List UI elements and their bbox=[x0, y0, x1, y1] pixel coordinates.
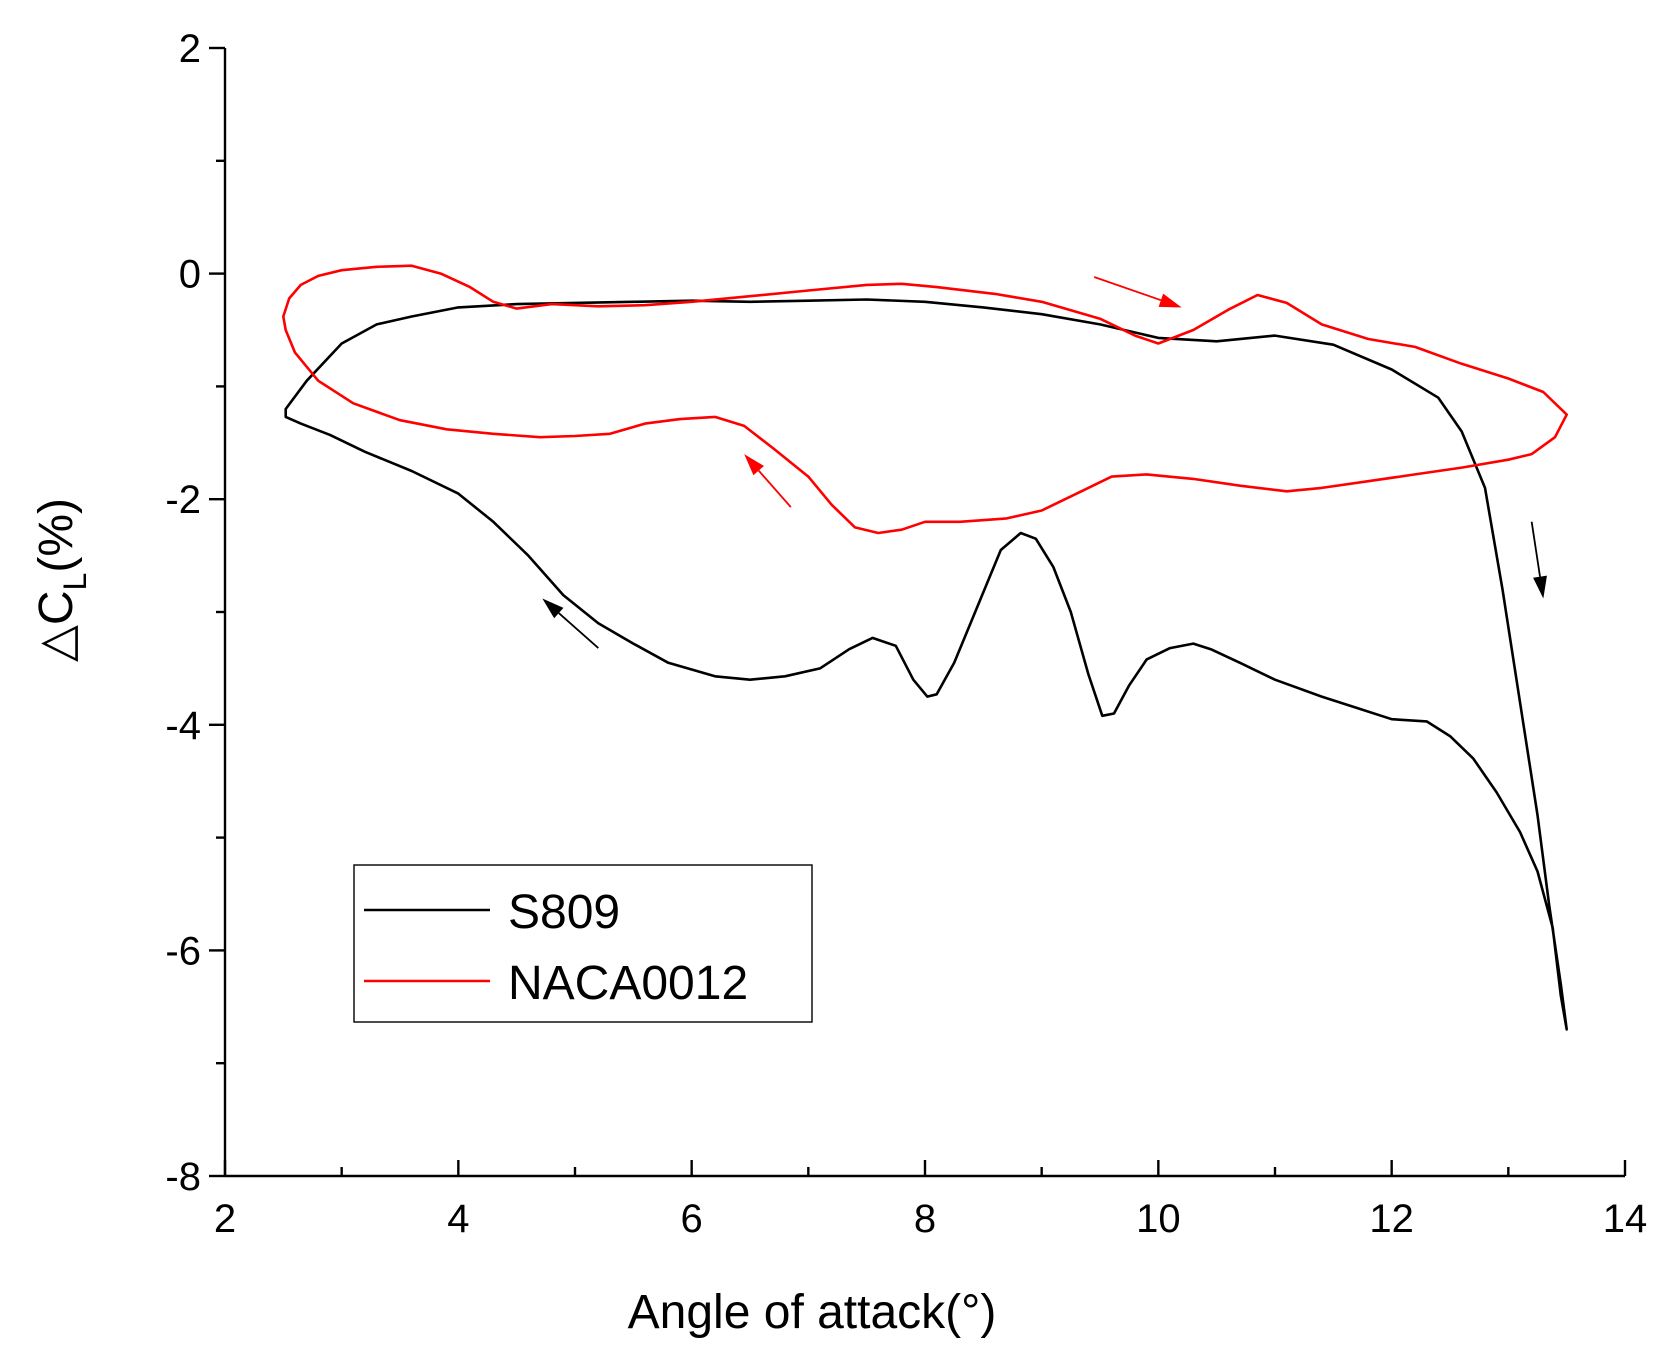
direction-arrow-2 bbox=[744, 454, 792, 508]
y-tick-label--2: -2 bbox=[165, 478, 201, 522]
y-tick-label-2: 2 bbox=[179, 27, 201, 71]
arrow-layer bbox=[542, 276, 1547, 649]
ticks bbox=[209, 46, 1627, 1178]
x-tick-label-8: 8 bbox=[914, 1197, 936, 1241]
y-axis-title-symbol: △C bbox=[30, 590, 83, 662]
y-axis-title-suffix: (%) bbox=[30, 498, 83, 573]
direction-arrow-head bbox=[744, 454, 764, 476]
direction-arrow-shaft bbox=[758, 469, 792, 508]
direction-arrow-shaft bbox=[1530, 521, 1541, 577]
direction-arrow-head bbox=[1533, 575, 1547, 599]
direction-arrow-head bbox=[1158, 293, 1182, 308]
x-tick-label-6: 6 bbox=[681, 1197, 703, 1241]
y-axis-title: △CL(%) bbox=[30, 498, 93, 662]
legend-label-naca0012: NACA0012 bbox=[508, 957, 748, 1010]
y-tick-label--4: -4 bbox=[165, 704, 201, 748]
y-tick-label--6: -6 bbox=[165, 929, 201, 973]
direction-arrow-1 bbox=[1093, 276, 1182, 308]
x-tick-label-10: 10 bbox=[1136, 1197, 1181, 1241]
direction-arrow-3 bbox=[1530, 521, 1547, 599]
direction-arrow-head bbox=[542, 598, 564, 619]
direction-arrow-shaft bbox=[1093, 276, 1162, 302]
x-tick-label-12: 12 bbox=[1369, 1197, 1414, 1241]
legend-box bbox=[353, 864, 813, 1023]
direction-arrow-4 bbox=[542, 598, 599, 649]
legend: S809 NACA0012 bbox=[353, 864, 813, 1023]
tick-labels: 2 4 6 8 10 12 14 -8 -6 -4 -2 0 2 bbox=[165, 27, 1647, 1241]
x-tick-label-4: 4 bbox=[447, 1197, 469, 1241]
x-tick-label-14: 14 bbox=[1603, 1197, 1648, 1241]
legend-label-s809: S809 bbox=[508, 886, 620, 939]
series-line-naca0012 bbox=[282, 264, 1568, 535]
svg-text:△CL(%): △CL(%) bbox=[30, 498, 93, 662]
y-tick-label--8: -8 bbox=[165, 1155, 201, 1199]
series-layer bbox=[282, 264, 1568, 1031]
y-tick-label-0: 0 bbox=[179, 253, 201, 297]
y-axis-title-subscript: L bbox=[57, 573, 93, 591]
direction-arrow-shaft bbox=[558, 612, 599, 649]
x-tick-label-2: 2 bbox=[214, 1197, 236, 1241]
x-axis-title: Angle of attack(°) bbox=[628, 1286, 997, 1339]
series-line-s809 bbox=[284, 298, 1568, 1031]
